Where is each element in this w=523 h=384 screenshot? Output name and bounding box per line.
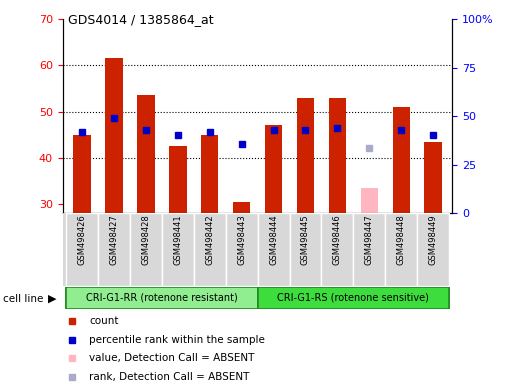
Text: GSM498444: GSM498444: [269, 215, 278, 265]
Text: CRI-G1-RR (rotenone resistant): CRI-G1-RR (rotenone resistant): [86, 293, 237, 303]
Text: GSM498445: GSM498445: [301, 215, 310, 265]
Text: GSM498428: GSM498428: [141, 215, 150, 265]
Text: CRI-G1-RS (rotenone sensitive): CRI-G1-RS (rotenone sensitive): [278, 293, 429, 303]
Text: count: count: [89, 316, 119, 326]
Bar: [105, 58, 122, 213]
FancyBboxPatch shape: [194, 213, 225, 286]
FancyBboxPatch shape: [290, 213, 322, 286]
FancyBboxPatch shape: [257, 287, 449, 309]
Text: GDS4014 / 1385864_at: GDS4014 / 1385864_at: [68, 13, 213, 26]
Text: GSM498447: GSM498447: [365, 215, 374, 265]
FancyBboxPatch shape: [257, 213, 290, 286]
Text: percentile rank within the sample: percentile rank within the sample: [89, 335, 265, 345]
FancyBboxPatch shape: [63, 213, 446, 286]
Bar: [393, 107, 410, 213]
FancyBboxPatch shape: [98, 213, 130, 286]
FancyBboxPatch shape: [354, 213, 385, 286]
Text: GSM498426: GSM498426: [77, 215, 86, 265]
Text: GSM498441: GSM498441: [173, 215, 182, 265]
Text: GSM498427: GSM498427: [109, 215, 118, 265]
Text: cell line: cell line: [3, 294, 43, 304]
Bar: [201, 135, 219, 213]
Bar: [73, 135, 90, 213]
Text: GSM498449: GSM498449: [429, 215, 438, 265]
FancyBboxPatch shape: [66, 213, 98, 286]
Text: GSM498448: GSM498448: [397, 215, 406, 265]
Bar: [137, 95, 155, 213]
Bar: [297, 98, 314, 213]
FancyBboxPatch shape: [385, 213, 417, 286]
Bar: [233, 202, 251, 213]
Text: GSM498443: GSM498443: [237, 215, 246, 265]
Text: GSM498446: GSM498446: [333, 215, 342, 265]
Text: ▶: ▶: [48, 294, 56, 304]
FancyBboxPatch shape: [322, 213, 354, 286]
Bar: [169, 146, 187, 213]
FancyBboxPatch shape: [225, 213, 257, 286]
Bar: [425, 142, 442, 213]
FancyBboxPatch shape: [162, 213, 194, 286]
FancyBboxPatch shape: [66, 287, 257, 309]
Text: value, Detection Call = ABSENT: value, Detection Call = ABSENT: [89, 353, 255, 363]
Bar: [360, 188, 378, 213]
Text: rank, Detection Call = ABSENT: rank, Detection Call = ABSENT: [89, 372, 250, 382]
Bar: [265, 126, 282, 213]
FancyBboxPatch shape: [417, 213, 449, 286]
FancyBboxPatch shape: [130, 213, 162, 286]
Text: GSM498442: GSM498442: [205, 215, 214, 265]
Bar: [328, 98, 346, 213]
